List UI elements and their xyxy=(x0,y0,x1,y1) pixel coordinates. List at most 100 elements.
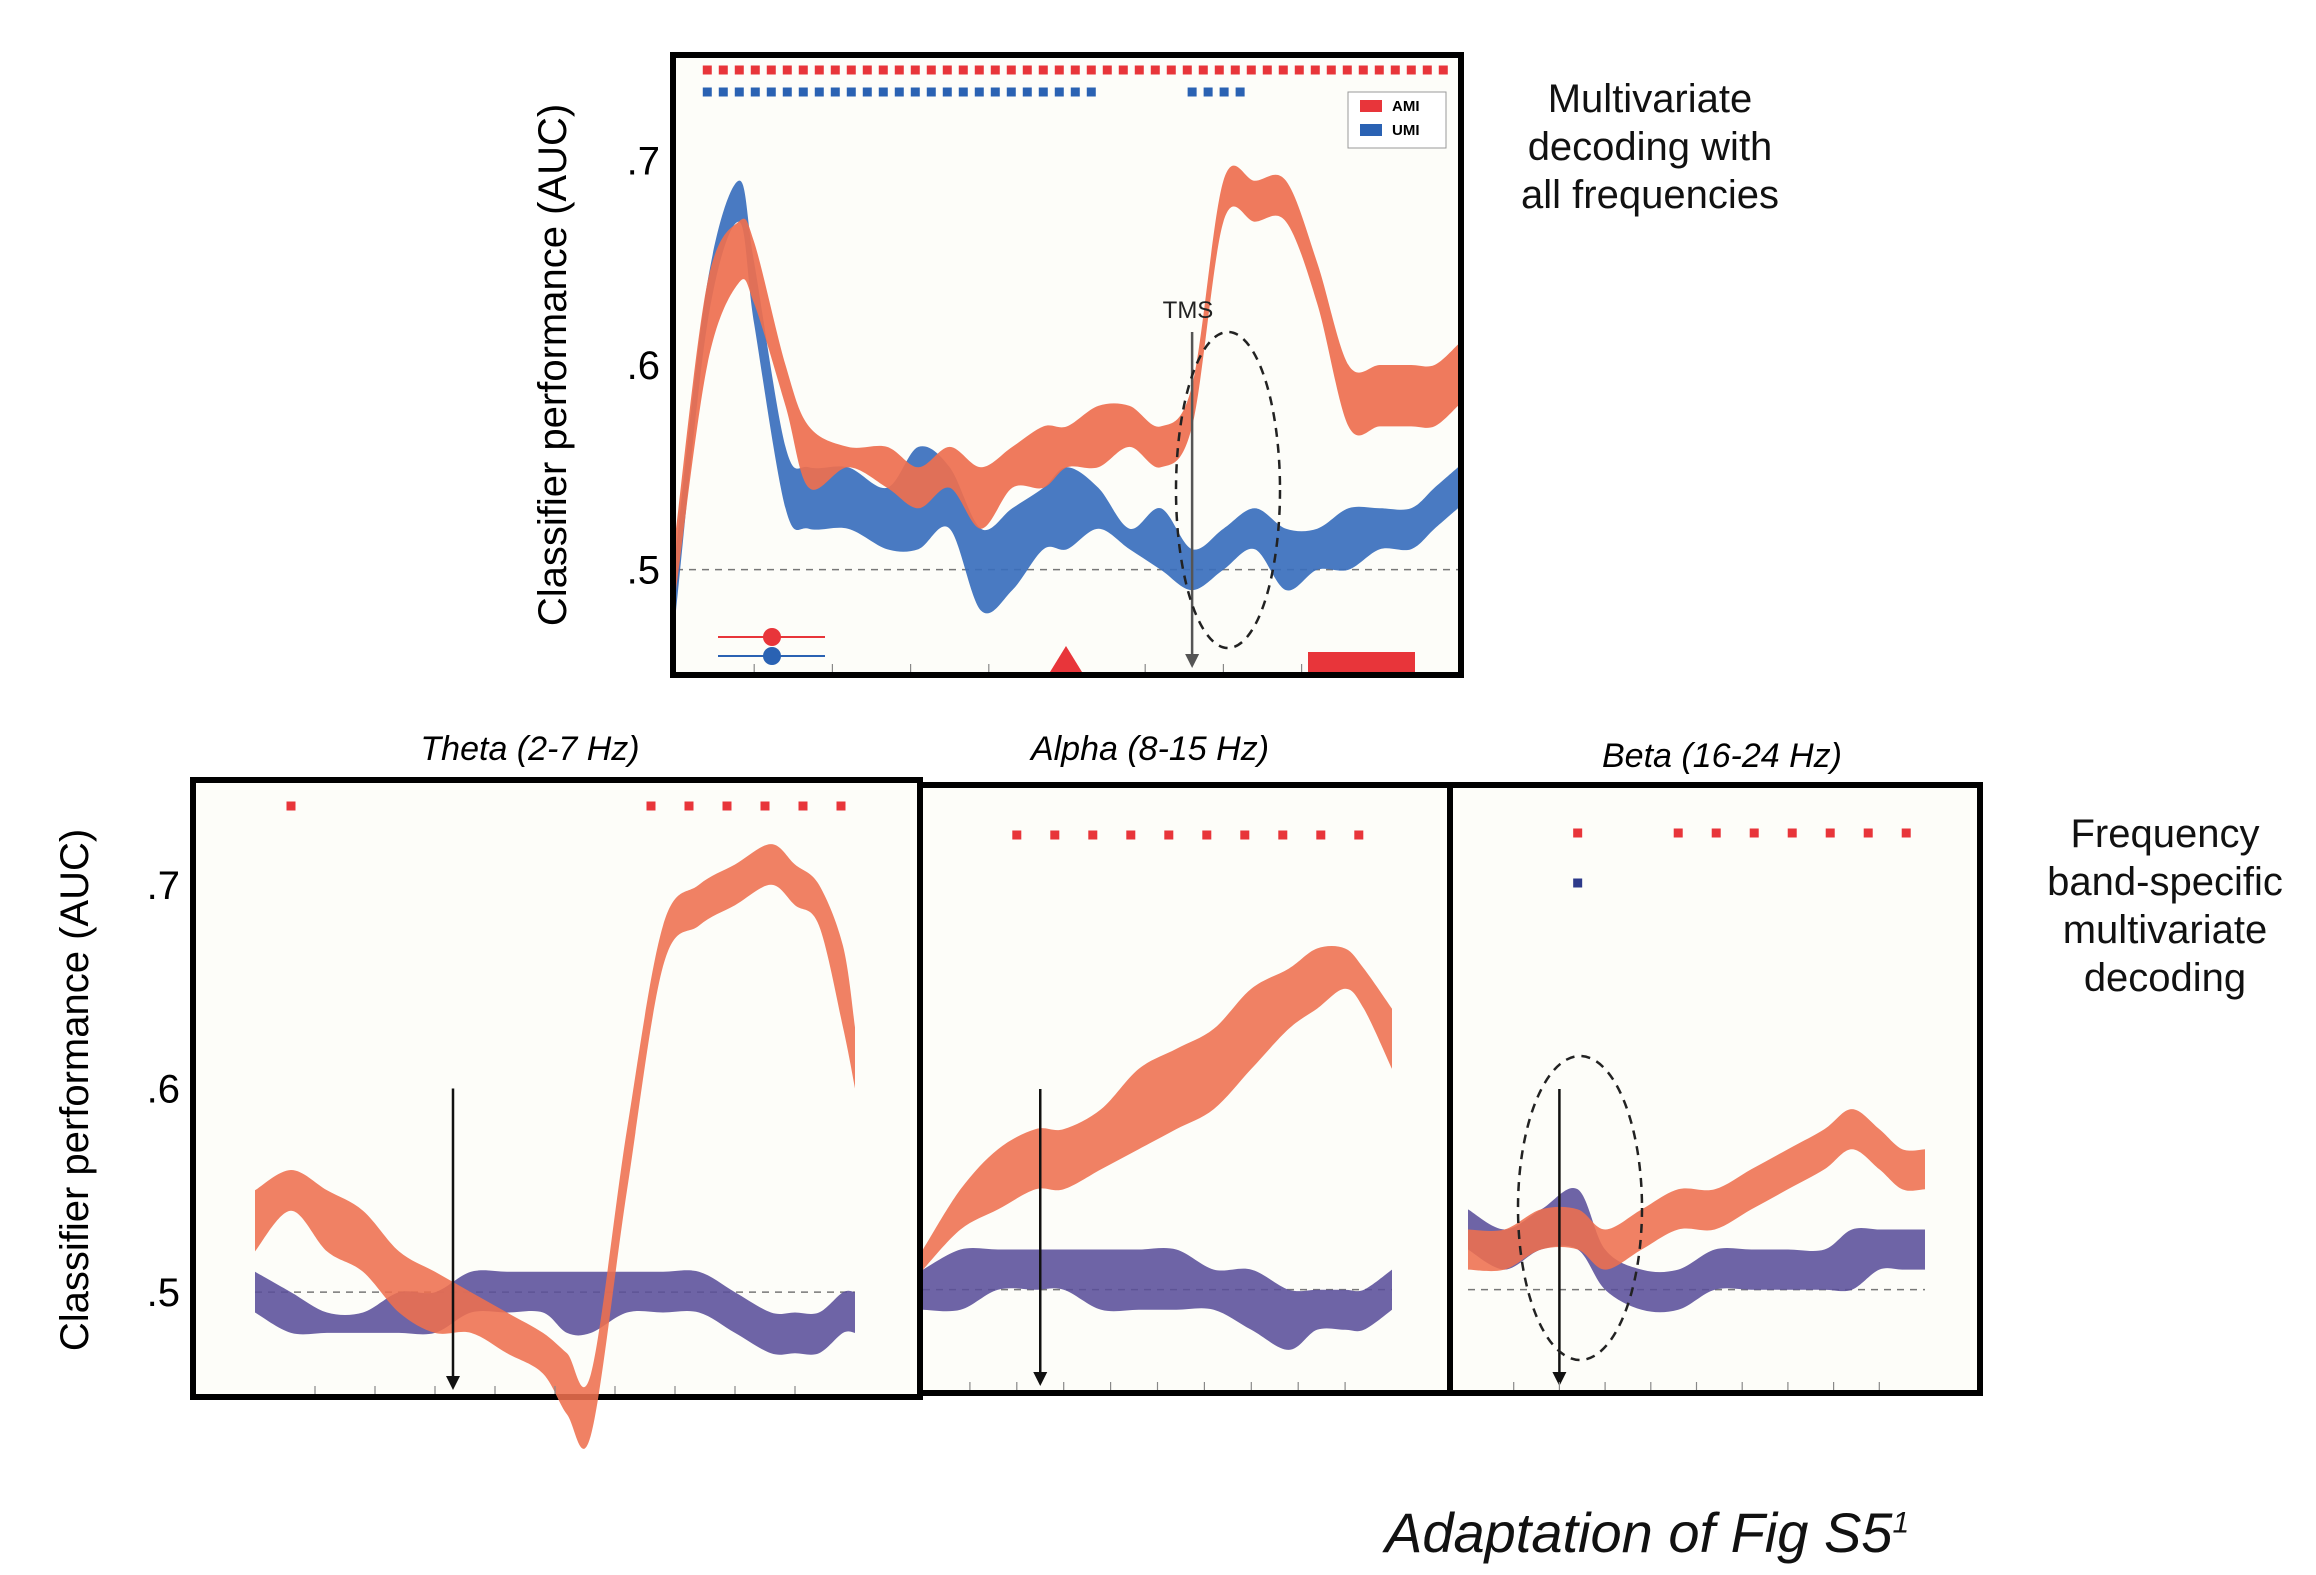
significance-marker xyxy=(1262,65,1272,75)
event-arrow-head xyxy=(1552,1372,1567,1386)
significance-marker xyxy=(782,65,792,75)
significance-marker xyxy=(1118,65,1128,75)
significance-marker xyxy=(1390,65,1400,75)
red-bar-marker xyxy=(1308,652,1415,672)
significance-marker xyxy=(836,801,846,811)
significance-marker xyxy=(766,87,776,97)
bottom-y-axis-label: Classifier performance (AUC) xyxy=(53,829,97,1351)
significance-marker xyxy=(1134,65,1144,75)
beta-panel-frame xyxy=(1447,782,1983,1396)
tms-label: TMS xyxy=(1163,297,1214,324)
significance-marker xyxy=(926,87,936,97)
significance-marker xyxy=(1749,828,1759,838)
significance-marker xyxy=(1088,830,1098,840)
significance-marker xyxy=(286,801,296,811)
significance-marker xyxy=(1235,87,1245,97)
significance-marker xyxy=(1006,87,1016,97)
significance-marker xyxy=(1422,65,1432,75)
legend-ami-swatch xyxy=(1360,100,1382,112)
significance-marker xyxy=(1406,65,1416,75)
significance-marker xyxy=(1022,87,1032,97)
significance-marker xyxy=(958,87,968,97)
significance-marker xyxy=(1102,65,1112,75)
event-arrow-head xyxy=(1033,1372,1048,1386)
legend-umi-label: UMI xyxy=(1392,122,1420,139)
significance-marker xyxy=(846,87,856,97)
significance-marker xyxy=(1310,65,1320,75)
significance-marker xyxy=(1326,65,1336,75)
significance-marker xyxy=(1182,65,1192,75)
top-plot-area xyxy=(676,65,1458,672)
significance-marker xyxy=(798,65,808,75)
caption-superscript: 1 xyxy=(1892,1506,1910,1540)
significance-marker xyxy=(1278,830,1288,840)
significance-marker xyxy=(1316,830,1326,840)
legend-box xyxy=(1347,91,1447,149)
significance-marker xyxy=(684,801,694,811)
significance-marker xyxy=(1214,65,1224,75)
significance-marker xyxy=(830,87,840,97)
significance-marker xyxy=(1438,65,1448,75)
legend-ami-label: AMI xyxy=(1392,98,1420,115)
significance-marker xyxy=(942,87,952,97)
y-tick-label: .5 xyxy=(147,1271,180,1315)
alpha-title: Alpha (8-15 Hz) xyxy=(1029,730,1269,768)
significance-marker xyxy=(814,87,824,97)
umi-band xyxy=(676,180,1458,614)
y-tick-label: .6 xyxy=(147,1068,180,1112)
event-arrow-head xyxy=(446,1376,460,1390)
significance-marker xyxy=(862,65,872,75)
significance-marker xyxy=(1342,65,1352,75)
significance-marker xyxy=(1054,65,1064,75)
significance-marker xyxy=(750,87,760,97)
beta-plot-area xyxy=(1468,828,1925,1390)
significance-marker xyxy=(646,801,656,811)
significance-marker xyxy=(974,87,984,97)
significance-marker xyxy=(1012,830,1022,840)
y-tick-label: .6 xyxy=(627,344,660,388)
theta-plot-area xyxy=(255,801,855,1449)
note-line: all frequencies xyxy=(1521,173,1779,217)
significance-marker xyxy=(734,87,744,97)
event-arrow-head xyxy=(1185,654,1200,668)
significance-marker xyxy=(1086,87,1096,97)
significance-marker xyxy=(1126,830,1136,840)
figure-caption: Adaptation of Fig S51 xyxy=(1385,1500,1909,1565)
top-panel: Classifier performance (AUC) .5 .6 .7 AMI … xyxy=(531,52,1464,678)
y-tick-label: .5 xyxy=(627,549,660,593)
significance-marker xyxy=(722,801,732,811)
significance-marker xyxy=(1230,65,1240,75)
significance-marker xyxy=(1354,830,1364,840)
significance-marker xyxy=(1006,65,1016,75)
legend-umi-swatch xyxy=(1360,124,1382,136)
triangle-marker xyxy=(1050,646,1082,672)
significance-marker xyxy=(750,65,760,75)
significance-marker xyxy=(910,65,920,75)
significance-marker xyxy=(1901,828,1911,838)
significance-marker xyxy=(798,801,808,811)
significance-marker xyxy=(702,87,712,97)
significance-marker xyxy=(894,65,904,75)
significance-marker xyxy=(1054,87,1064,97)
significance-marker xyxy=(1198,65,1208,75)
significance-marker xyxy=(958,65,968,75)
significance-marker xyxy=(990,65,1000,75)
significance-marker xyxy=(1166,65,1176,75)
umi-peak-marker xyxy=(763,647,781,665)
significance-marker xyxy=(1863,828,1873,838)
significance-marker xyxy=(1673,828,1683,838)
significance-marker xyxy=(894,87,904,97)
significance-marker xyxy=(830,65,840,75)
significance-marker xyxy=(1022,65,1032,75)
significance-marker xyxy=(734,65,744,75)
significance-marker xyxy=(1825,828,1835,838)
significance-marker xyxy=(1050,830,1060,840)
ami-peak-marker xyxy=(763,628,781,646)
caption-text: Adaptation of Fig S5 xyxy=(1385,1501,1893,1564)
significance-marker xyxy=(1164,830,1174,840)
significance-marker xyxy=(798,87,808,97)
significance-marker xyxy=(878,65,888,75)
significance-marker xyxy=(1038,65,1048,75)
note-line: decoding xyxy=(2083,956,2247,1000)
